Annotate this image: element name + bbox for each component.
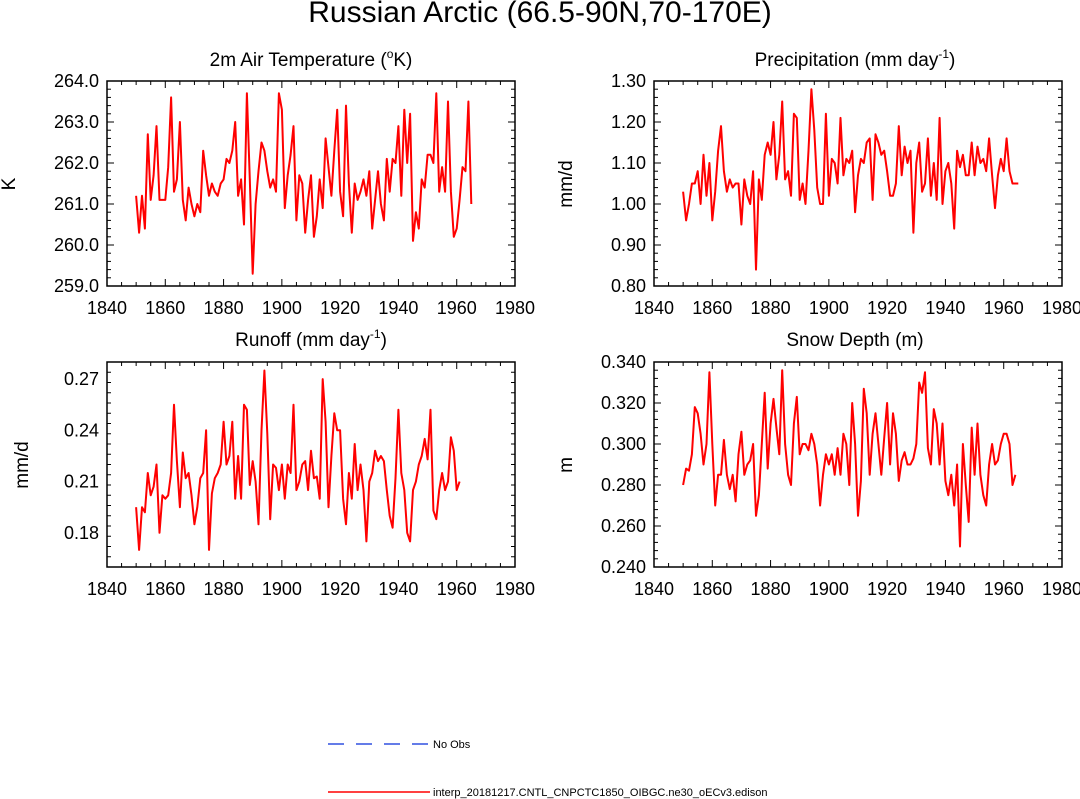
x-tick-label: 1960 <box>437 579 477 599</box>
y-tick-label: 261.0 <box>54 194 99 214</box>
x-tick-label: 1900 <box>809 298 849 318</box>
y-tick-label: 0.24 <box>64 420 99 440</box>
y-tick-label: 0.90 <box>611 235 646 255</box>
plot-frame <box>653 361 1063 568</box>
y-tick-label: 0.27 <box>64 369 99 389</box>
y-tick-label: 0.240 <box>601 557 646 577</box>
x-tick-label: 1940 <box>925 298 965 318</box>
y-tick-label: 0.18 <box>64 523 99 543</box>
y-tick-label: 0.260 <box>601 516 646 536</box>
y-tick-label: 264.0 <box>54 71 99 91</box>
x-tick-label: 1900 <box>809 579 849 599</box>
x-tick-label: 1940 <box>378 298 418 318</box>
y-tick-label: 0.340 <box>601 352 646 372</box>
x-tick-label: 1920 <box>320 579 360 599</box>
panel-title: Precipitation (mm day-1) <box>755 47 956 71</box>
x-tick-label: 1860 <box>692 579 732 599</box>
figure-title: Russian Arctic (66.5-90N,70-170E) <box>308 0 772 29</box>
x-tick-label: 1940 <box>925 579 965 599</box>
panel-air-temperature: 2m Air Temperature (oK) K 1840 1860 1880 19… <box>0 47 535 318</box>
y-axis-label: mm/d <box>12 441 33 489</box>
x-tick-label: 1840 <box>634 579 674 599</box>
x-tick-label: 1900 <box>262 579 302 599</box>
x-tick-label: 1860 <box>692 298 732 318</box>
x-tick-label: 1940 <box>378 579 418 599</box>
x-tick-label: 1960 <box>984 298 1024 318</box>
x-tick-label: 1840 <box>87 298 127 318</box>
panel-title: Snow Depth (m) <box>786 330 923 351</box>
x-tick-label: 1840 <box>634 298 674 318</box>
y-tick-label: 260.0 <box>54 235 99 255</box>
x-tick-label: 1840 <box>87 579 127 599</box>
y-axis-label: mm/d <box>556 160 577 208</box>
x-tick-label: 1980 <box>1042 298 1080 318</box>
y-tick-label: 1.10 <box>611 153 646 173</box>
x-tick-label: 1880 <box>751 298 791 318</box>
legend: No Obs interp_20181217.CNTL_CNPCTC1850_O… <box>328 739 767 799</box>
x-tick-label: 1920 <box>867 579 907 599</box>
y-tick-label: 0.300 <box>601 434 646 454</box>
series-line <box>135 92 473 275</box>
y-tick-label: 263.0 <box>54 112 99 132</box>
x-tick-label: 1920 <box>867 298 907 318</box>
x-tick-label: 1920 <box>320 298 360 318</box>
legend-model-label: interp_20181217.CNTL_CNPCTC1850_OIBGC.ne… <box>433 787 767 799</box>
x-tick-label: 1860 <box>145 579 185 599</box>
y-tick-label: 0.80 <box>611 276 646 296</box>
panel-precipitation: Precipitation (mm day-1) mm/d 1840 1860 18… <box>556 47 1080 318</box>
y-tick-label: 262.0 <box>54 153 99 173</box>
y-tick-label: 1.00 <box>611 194 646 214</box>
series-line <box>682 88 1019 271</box>
x-tick-label: 1980 <box>495 579 535 599</box>
x-tick-label: 1980 <box>495 298 535 318</box>
y-tick-label: 0.280 <box>601 475 646 495</box>
x-tick-label: 1960 <box>437 298 477 318</box>
x-tick-label: 1980 <box>1042 579 1080 599</box>
series-line <box>682 369 1017 548</box>
y-tick-label: 0.320 <box>601 393 646 413</box>
x-tick-label: 1880 <box>204 298 244 318</box>
x-tick-label: 1880 <box>751 579 791 599</box>
series-line <box>135 369 461 551</box>
panel-title: Runoff (mm day-1) <box>235 327 387 351</box>
y-axis-label: m <box>556 457 577 473</box>
plot-frame <box>653 80 1063 287</box>
y-tick-label: 1.20 <box>611 112 646 132</box>
plot-frame <box>106 80 516 287</box>
plot-frame <box>106 361 516 568</box>
y-axis-label: K <box>0 177 20 190</box>
panel-title: 2m Air Temperature (oK) <box>210 47 413 71</box>
x-tick-label: 1900 <box>262 298 302 318</box>
y-tick-label: 259.0 <box>54 276 99 296</box>
y-tick-label: 0.21 <box>64 472 99 492</box>
x-tick-label: 1880 <box>204 579 244 599</box>
x-tick-label: 1960 <box>984 579 1024 599</box>
legend-obs-label: No Obs <box>433 739 471 751</box>
y-tick-label: 1.30 <box>611 71 646 91</box>
panel-snow-depth: Snow Depth (m) m 1840 1860 1880 1900 1920 194… <box>556 330 1080 599</box>
panel-runoff: Runoff (mm day-1) mm/d 1840 1860 1880 1900 1… <box>12 327 535 599</box>
x-tick-label: 1860 <box>145 298 185 318</box>
